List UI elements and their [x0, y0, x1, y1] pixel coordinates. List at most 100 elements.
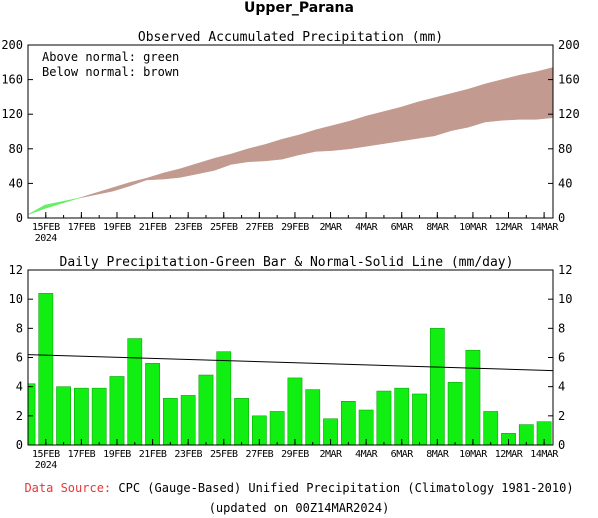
accum-below-normal-segment	[535, 67, 554, 120]
data-source-label: Data Source:	[24, 481, 112, 495]
accum-below-normal-segment	[468, 83, 486, 128]
daily-precip-bar	[483, 411, 499, 446]
daily-y-tick-label-left: 4	[16, 380, 23, 394]
accum-x-tick-label: 29FEB	[281, 222, 309, 233]
accum-below-normal-segment	[451, 88, 469, 131]
daily-x-tick-label: 12MAR	[495, 449, 524, 460]
accum-below-normal-segment	[332, 120, 351, 151]
daily-y-tick-label-left: 12	[9, 263, 23, 277]
accum-y-tick-label-left: 0	[16, 211, 23, 225]
daily-precip-bar	[198, 374, 214, 446]
daily-y-tick-label-right: 12	[558, 263, 572, 277]
page-title: Upper_Parana	[244, 0, 354, 16]
daily-x-tick-label: 6MAR	[391, 449, 415, 460]
accum-y-tick-label-right: 0	[558, 211, 565, 225]
accum-x-tick-label: 21FEB	[139, 222, 167, 233]
daily-precip-bar	[27, 383, 36, 446]
daily-x-tick-label: 21FEB	[139, 449, 167, 460]
daily-precip-bar	[305, 389, 321, 446]
daily-precip-bar	[109, 376, 125, 446]
accum-x-tick-label: 10MAR	[459, 222, 488, 233]
accum-below-normal-segment	[383, 106, 401, 144]
daily-precip-bar	[163, 398, 178, 446]
daily-precip-bar	[429, 328, 445, 446]
data-source-line: Data Source: CPC (Gauge-Based) Unified P…	[0, 481, 598, 495]
daily-y-tick-label-right: 6	[558, 351, 565, 365]
accum-y-tick-label-left: 120	[1, 107, 23, 121]
accum-above-normal-segment	[61, 197, 79, 204]
daily-precip-bar	[465, 349, 481, 446]
accum-x-tick-label: 23FEB	[174, 222, 202, 233]
daily-normal-line	[27, 354, 554, 372]
accum-x-tick-label: 25FEB	[210, 222, 238, 233]
accum-below-normal-segment	[417, 97, 435, 139]
daily-precip-bar	[234, 398, 249, 446]
accum-y-tick-label-right: 120	[558, 107, 580, 121]
daily-x-tick-label: 2MAR	[319, 449, 343, 460]
daily-y-tick-label-right: 0	[558, 438, 565, 452]
accum-x-tick-label: 15FEB	[32, 222, 60, 233]
accum-plot-frame	[27, 44, 554, 219]
legend-below-normal: Below normal: brown	[42, 65, 179, 79]
accum-x-tick-label: 27FEB	[246, 222, 274, 233]
daily-y-tick-label-right: 8	[558, 321, 565, 335]
daily-x-tick-label: 27FEB	[246, 449, 274, 460]
updated-timestamp: (updated on 00Z14MAR2024)	[208, 501, 390, 515]
accum-below-normal-segment	[485, 79, 503, 123]
accum-x-tick-label: 4MAR	[355, 222, 379, 233]
accum-x-tick-label: 19FEB	[103, 222, 131, 233]
accum-below-normal-segment	[501, 74, 520, 121]
daily-x-tick-label: 23FEB	[174, 449, 202, 460]
daily-chart-title: Daily Precipitation-Green Bar & Normal-S…	[60, 255, 514, 270]
daily-x-tick-label: 14MAR	[530, 449, 559, 460]
daily-y-tick-label-left: 0	[16, 438, 23, 452]
daily-x-tick-label: 4MAR	[355, 449, 379, 460]
daily-precip-bar	[376, 390, 392, 446]
daily-precip-bar	[145, 363, 160, 446]
accum-below-normal-segment	[518, 71, 537, 120]
accum-below-normal-segment	[349, 115, 367, 150]
accum-y-tick-label-right: 160	[558, 73, 580, 87]
accum-x-tick-label: 2MAR	[319, 222, 343, 233]
daily-precip-bar	[287, 377, 303, 446]
accum-y-tick-label-right: 200	[558, 38, 580, 52]
daily-precip-bar	[412, 393, 427, 446]
daily-x-tick-label: 17FEB	[68, 449, 96, 460]
daily-y-tick-label-left: 10	[9, 292, 23, 306]
daily-precip-bar	[216, 351, 232, 446]
daily-x-tick-label: 29FEB	[281, 449, 309, 460]
accum-y-tick-label-left: 160	[1, 73, 23, 87]
daily-y-tick-label-right: 10	[558, 292, 572, 306]
accum-y-tick-label-right: 40	[558, 176, 572, 190]
daily-y-tick-label-right: 2	[558, 409, 565, 423]
accum-x-year-label: 2024	[35, 233, 58, 244]
daily-precip-bar	[74, 387, 89, 446]
daily-y-tick-label-left: 6	[16, 351, 23, 365]
accum-below-normal-segment	[315, 125, 334, 152]
accum-chart-title: Observed Accumulated Precipitation (mm)	[138, 30, 443, 45]
accum-x-tick-label: 6MAR	[391, 222, 415, 233]
daily-precip-bar	[447, 382, 463, 446]
accum-below-normal-segment	[281, 134, 300, 160]
daily-x-year-label: 2024	[35, 460, 58, 471]
daily-x-tick-label: 8MAR	[426, 449, 450, 460]
daily-y-tick-label-right: 4	[558, 380, 565, 394]
accum-x-tick-label: 8MAR	[426, 222, 450, 233]
daily-precip-bar	[180, 395, 196, 446]
accum-below-normal-segment	[400, 101, 418, 142]
daily-precip-bar	[518, 424, 534, 446]
accum-below-normal-segment	[434, 93, 452, 137]
daily-precip-bar	[394, 387, 410, 446]
daily-y-tick-label-left: 8	[16, 321, 23, 335]
accum-below-normal-segment	[366, 111, 384, 147]
daily-x-tick-label: 10MAR	[459, 449, 488, 460]
legend-above-normal: Above normal: green	[42, 50, 179, 64]
accum-y-tick-label-left: 200	[1, 38, 23, 52]
daily-precip-bar	[269, 411, 285, 446]
daily-x-tick-label: 15FEB	[32, 449, 60, 460]
daily-precip-bar	[38, 293, 54, 446]
daily-x-tick-label: 25FEB	[210, 449, 238, 460]
accum-y-tick-label-left: 40	[9, 176, 23, 190]
accum-y-tick-label-right: 80	[558, 142, 572, 156]
